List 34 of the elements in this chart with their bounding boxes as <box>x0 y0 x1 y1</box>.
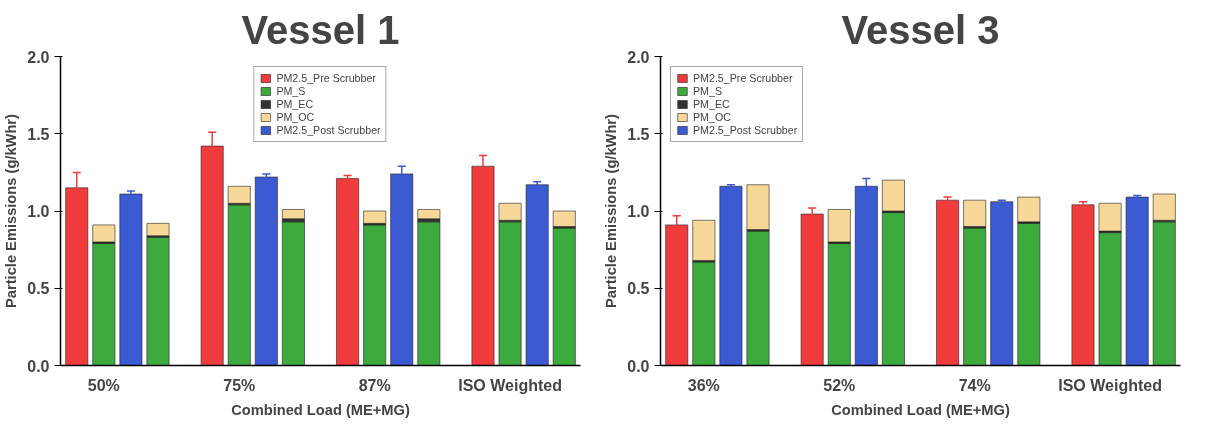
y-tick-label: 0.0 <box>627 357 650 375</box>
y-axis-title: Particle Emissions (g/kWhr) <box>603 113 620 308</box>
x-tick-label: ISO Weighted <box>1058 376 1162 394</box>
legend-label: PM_OC <box>276 111 315 123</box>
y-tick-label: 2.0 <box>27 48 50 66</box>
x-tick-label: 74% <box>958 376 991 394</box>
y-tick-label: 0.5 <box>627 280 650 298</box>
chart-title: Vessel 3 <box>841 7 1000 52</box>
legend-label: PM2.5_Pre Scrubber <box>276 72 376 84</box>
y-axis-title: Particle Emissions (g/kWhr) <box>3 113 20 308</box>
legend-label: PM2.5_Post Scrubber <box>276 124 381 136</box>
y-tick-label: 1.5 <box>627 125 650 143</box>
legend-label: PM2.5_Pre Scrubber <box>693 72 793 84</box>
legend-label: PM_S <box>276 85 306 97</box>
y-tick-label: 1.5 <box>27 125 50 143</box>
x-axis-title: Combined Load (ME+MG) <box>831 401 1010 418</box>
x-tick-label: 75% <box>223 376 256 394</box>
legend-label: PM2.5_Post Scrubber <box>693 124 798 136</box>
chart-title: Vessel 1 <box>241 7 400 52</box>
legend-label: PM_EC <box>276 98 314 110</box>
x-tick-label: ISO Weighted <box>458 376 562 394</box>
y-tick-label: 1.0 <box>627 203 650 220</box>
legend-label: PM_S <box>693 85 723 97</box>
y-tick-label: 2.0 <box>627 48 650 66</box>
y-tick-label: 1.0 <box>27 203 50 220</box>
legend-label: PM_EC <box>693 98 730 110</box>
x-axis-title: Combined Load (ME+MG) <box>231 401 410 418</box>
x-tick-label: 50% <box>87 376 120 394</box>
y-tick-label: 0.5 <box>27 280 50 298</box>
x-tick-label: 87% <box>358 376 391 394</box>
y-tick-label: 0.0 <box>27 357 50 375</box>
x-tick-label: 52% <box>823 376 856 394</box>
legend-label: PM_OC <box>693 111 731 123</box>
x-tick-label: 36% <box>687 376 720 394</box>
